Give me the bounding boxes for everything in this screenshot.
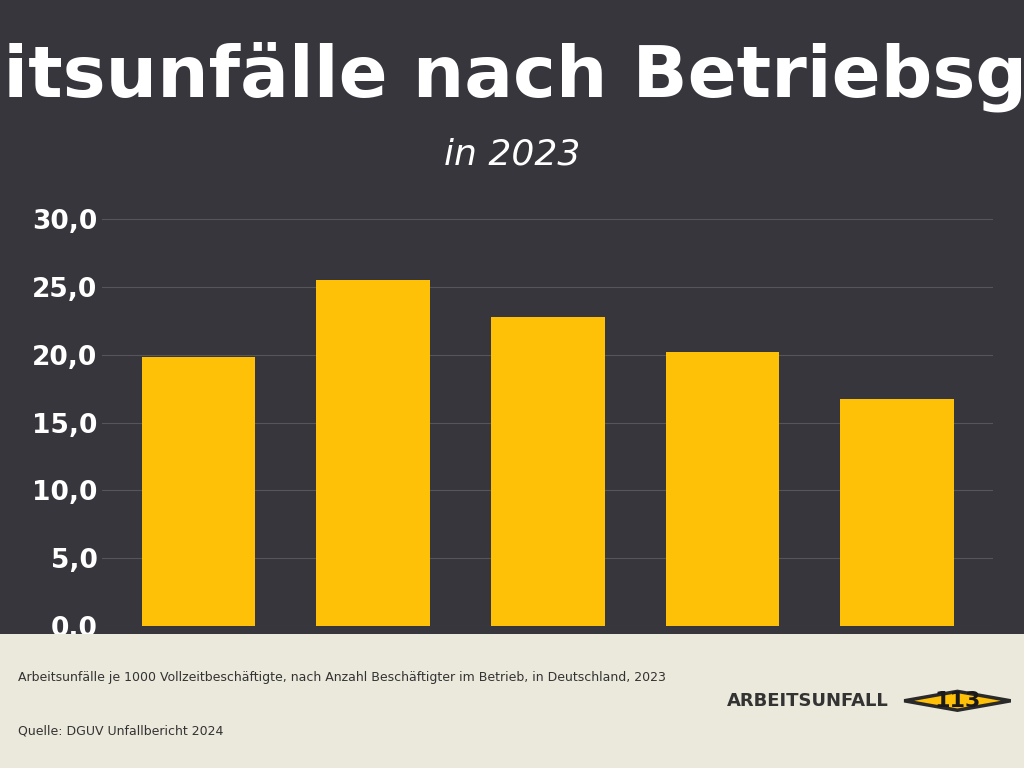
Bar	[141, 357, 255, 626]
Polygon shape	[904, 691, 1011, 710]
Text: Quelle: DGUV Unfallbericht 2024: Quelle: DGUV Unfallbericht 2024	[18, 725, 224, 738]
Text: Arbeitsunfälle je 1000 Vollzeitbeschäftigte, nach Anzahl Beschäftigter im Betrie: Arbeitsunfälle je 1000 Vollzeitbeschäfti…	[18, 671, 667, 684]
Text: ARBEITSUNFALL: ARBEITSUNFALL	[727, 692, 889, 710]
Text: in 2023: in 2023	[443, 137, 581, 172]
Text: Arbeitsunfälle nach Betriebsgröße: Arbeitsunfälle nach Betriebsgröße	[0, 42, 1024, 112]
Bar	[492, 316, 604, 626]
Text: 113: 113	[934, 690, 981, 711]
Bar	[316, 280, 430, 626]
Bar	[666, 352, 779, 626]
Bar	[841, 399, 954, 626]
